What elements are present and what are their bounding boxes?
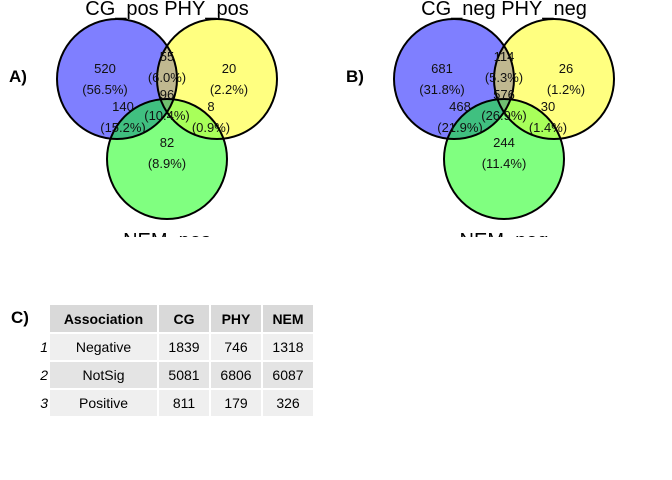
table-row: Negative 1839 746 1318 — [50, 334, 315, 362]
overlap-cg-nem — [107, 99, 177, 139]
table-cell: 746 — [211, 334, 263, 362]
row-number: 3 — [40, 395, 48, 411]
set-outline-phy — [493, 18, 615, 140]
set-title-nem: NEM_neg — [460, 230, 549, 252]
header-association: Association — [50, 305, 159, 334]
region-count-cg-nem: 140 — [112, 99, 134, 114]
table-cell: 326 — [263, 390, 315, 418]
region-count-cg-nem: 468 — [449, 99, 471, 114]
set-outline-phy — [156, 18, 278, 140]
region-count-phy-nem: 30 — [541, 99, 555, 114]
row-number: 2 — [40, 367, 48, 383]
table-cell: 6806 — [211, 362, 263, 390]
region-percent-cg-nem: (21.9%) — [437, 120, 483, 135]
overlap-cg-nem — [444, 99, 514, 139]
set-outline-nem — [443, 98, 565, 220]
region-percent-phy-nem: (0.9%) — [192, 120, 230, 135]
region-percent-cg-nem: (15.2%) — [100, 120, 146, 135]
region-count-cg-only: 681 — [431, 61, 453, 76]
region-percent-cg-phy: (6.0%) — [148, 70, 186, 85]
region-percent-phy-only: (2.2%) — [210, 82, 248, 97]
panel-label-b: B) — [346, 67, 364, 86]
region-percent-cg-only: (31.8%) — [419, 82, 465, 97]
region-count-phy-only: 26 — [559, 61, 573, 76]
region-count-phy-only: 20 — [222, 61, 236, 76]
header-phy: PHY — [211, 305, 263, 334]
table-cell: 811 — [159, 390, 211, 418]
region-count-cg-phy: 114 — [494, 49, 515, 64]
panel-label-a: A) — [9, 67, 27, 86]
table-cell: Negative — [50, 334, 159, 362]
region-count-all: 576 — [493, 87, 515, 102]
region-percent-nem-only: (11.4%) — [482, 156, 527, 171]
table-cell: 6087 — [263, 362, 315, 390]
set-title-nem: NEM_pos — [123, 230, 211, 252]
set-title-cg-phy: CG_pos PHY_pos — [85, 0, 248, 20]
region-percent-all: (26.9%) — [481, 108, 527, 123]
row-number: 1 — [40, 339, 48, 355]
panel-label-c: C) — [11, 308, 29, 327]
region-count-cg-phy: 55 — [160, 49, 174, 64]
region-count-all: 96 — [160, 87, 174, 102]
table-cell: 1839 — [159, 334, 211, 362]
region-percent-phy-only: (1.2%) — [547, 82, 585, 97]
region-percent-all: (10.4%) — [144, 108, 190, 123]
region-count-nem-only: 244 — [493, 135, 515, 150]
table-cell: 179 — [211, 390, 263, 418]
venn-diagram-b: 681 (31.8%) 114 (5.3%) 26 (1.2%) 576 (26.9%) 468… — [393, 0, 615, 252]
venn-diagram-a: 520 (56.5%) 55 (6.0%) 20 (2.2%) 96 (10.4%) 140 (1… — [56, 0, 278, 252]
table-cell: Positive — [50, 390, 159, 418]
table-row: NotSig 5081 6806 6087 — [50, 362, 315, 390]
association-table: Association CG PHY NEM Negative 1839 746… — [50, 305, 315, 418]
set-outline-nem — [106, 98, 228, 220]
header-cg: CG — [159, 305, 211, 334]
region-count-nem-only: 82 — [160, 135, 174, 150]
set-outline-cg — [56, 18, 178, 140]
table-row: Positive 811 179 326 — [50, 390, 315, 418]
region-count-cg-only: 520 — [94, 61, 116, 76]
set-title-cg-phy: CG_neg PHY_neg — [421, 0, 587, 20]
table-cell: 1318 — [263, 334, 315, 362]
region-count-phy-nem: 8 — [207, 99, 214, 114]
set-outline-cg — [393, 18, 515, 140]
table-cell: 5081 — [159, 362, 211, 390]
overlap-phy-nem — [157, 99, 227, 139]
table-header-row: Association CG PHY NEM — [50, 305, 315, 334]
table-cell: NotSig — [50, 362, 159, 390]
overlap-phy-nem — [494, 99, 564, 139]
region-percent-phy-nem: (1.4%) — [529, 120, 567, 135]
region-percent-cg-phy: (5.3%) — [485, 70, 523, 85]
header-nem: NEM — [263, 305, 315, 334]
region-percent-cg-only: (56.5%) — [82, 82, 128, 97]
region-percent-nem-only: (8.9%) — [148, 156, 186, 171]
